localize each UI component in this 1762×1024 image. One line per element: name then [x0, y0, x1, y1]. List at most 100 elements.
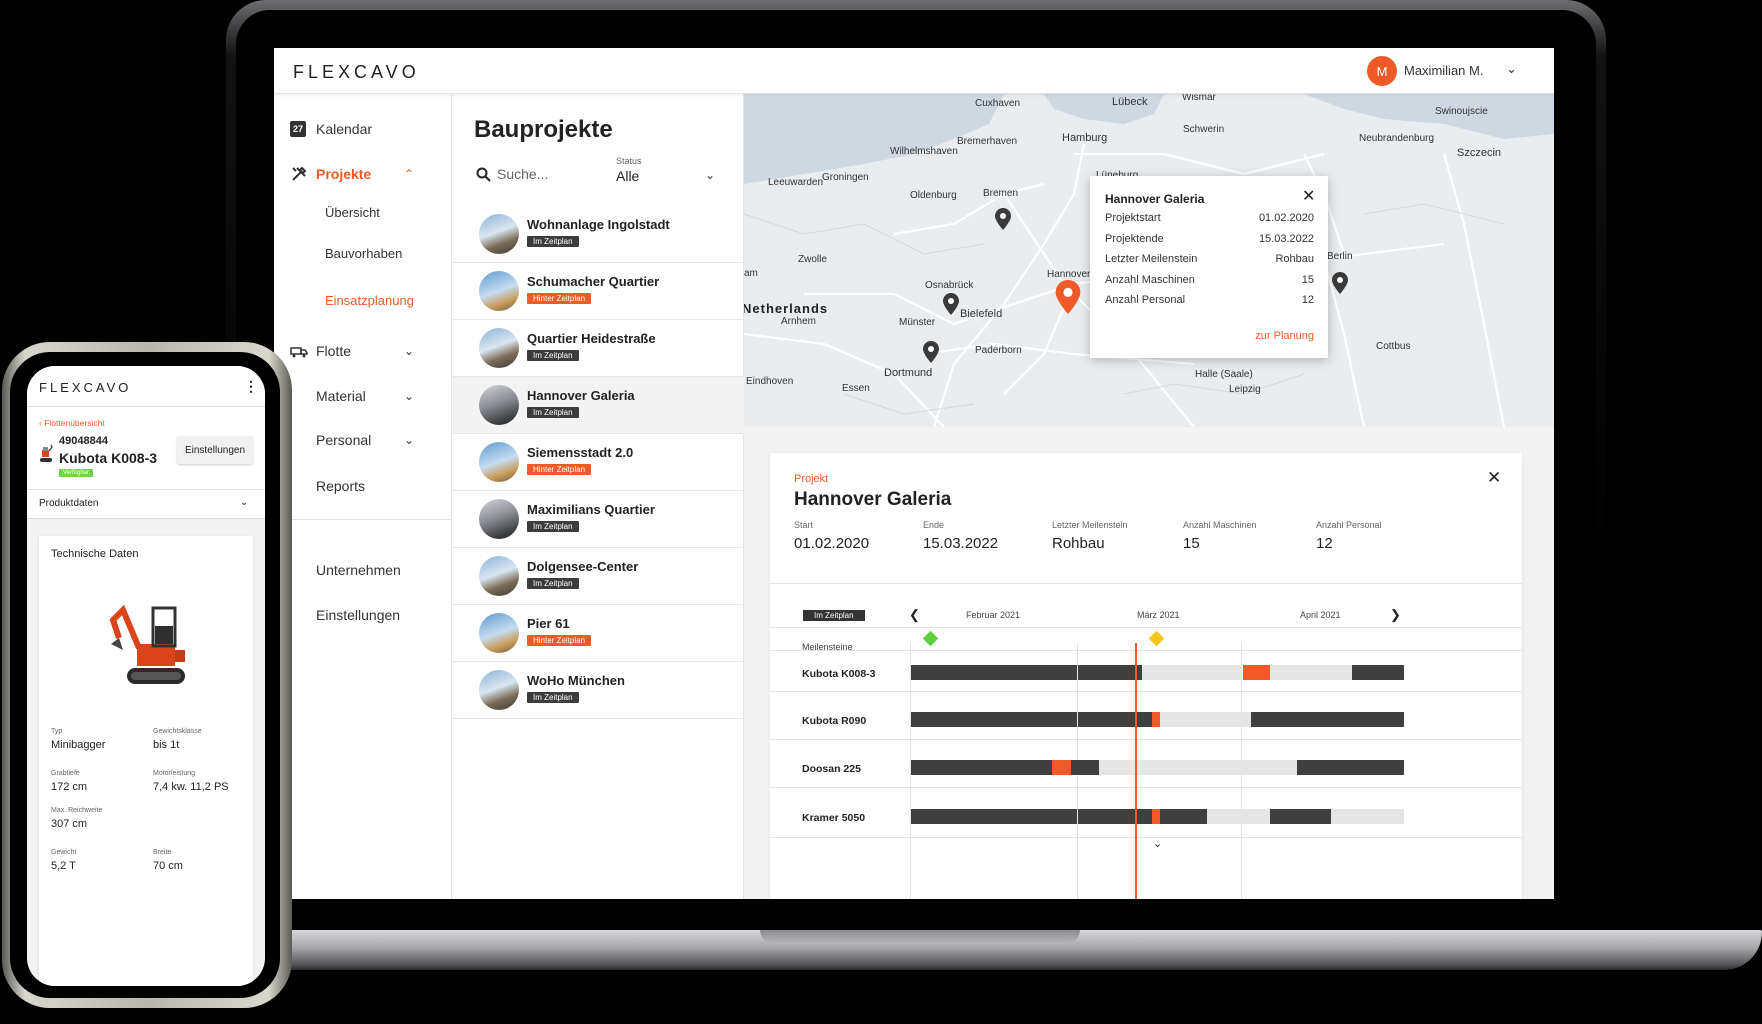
project-row[interactable]: Schumacher Quartier Hinter Zeitplan	[452, 263, 744, 320]
gantt-bar-free[interactable]	[1160, 712, 1251, 727]
gantt-bar-busy[interactable]	[1071, 760, 1099, 775]
gantt-bar-busy[interactable]	[911, 809, 1077, 824]
spec-item: Max. Reichweite 307 cm	[51, 807, 102, 830]
map-pin-icon[interactable]	[943, 293, 959, 315]
project-row[interactable]: Wohnanlage Ingolstadt Im Zeitplan	[452, 206, 744, 263]
gantt-line	[770, 650, 1522, 651]
sidebar-item-kalendar[interactable]: 27 Kalendar	[274, 112, 452, 146]
map-pin-icon[interactable]	[1332, 272, 1348, 294]
more-icon[interactable]: ⋮	[244, 378, 258, 394]
top-bar: FLEXCAVO M Maximilian M. ⌄	[274, 48, 1554, 94]
gantt-bar-busy[interactable]	[911, 712, 1077, 727]
settings-button[interactable]: Einstellungen	[177, 436, 253, 464]
gantt-bar-free[interactable]	[1331, 809, 1404, 824]
close-icon[interactable]: ✕	[1487, 468, 1502, 487]
stat-start: Start 01.02.2020	[794, 520, 869, 552]
search-input[interactable]	[497, 166, 597, 182]
project-row[interactable]: Dolgensee-Center Im Zeitplan	[452, 548, 744, 605]
milestone-marker[interactable]	[922, 630, 939, 647]
popup-value: Rohbau	[1275, 253, 1314, 265]
project-row[interactable]: WoHo München Im Zeitplan	[452, 662, 744, 719]
gantt-bar-busy[interactable]	[1078, 809, 1152, 824]
sidebar-item-projekte[interactable]: Projekte ⌃	[274, 157, 452, 191]
gantt-bar-free[interactable]	[1099, 760, 1297, 775]
machine-id: 49048844	[59, 435, 108, 447]
status-badge: Im Zeitplan	[527, 521, 579, 532]
status-filter-select[interactable]: Alle	[616, 168, 640, 184]
chevron-left-icon[interactable]: ❮	[909, 607, 920, 622]
sidebar-item-flotte[interactable]: Flotte ⌄	[274, 334, 452, 368]
map-label: Wilhelmshaven	[890, 146, 958, 157]
map-pin-icon[interactable]	[923, 341, 939, 363]
phone-screen: FLEXCAVO ⋮ ‹ Flottenübersicht 49048844 K…	[27, 366, 265, 986]
map-label: Münster	[899, 317, 936, 328]
chevron-down-icon[interactable]: ⌄	[1153, 838, 1163, 850]
gantt-bar-busy[interactable]	[1078, 665, 1142, 680]
map-pin-icon[interactable]	[995, 208, 1011, 230]
map-label: Cuxhaven	[975, 98, 1021, 109]
sidebar-item-einstellungen[interactable]: Einstellungen	[274, 598, 452, 632]
stat-label: Anzahl Maschinen	[1183, 520, 1257, 530]
sidebar-item-label: Unternehmen	[316, 562, 401, 578]
product-data-accordion[interactable]: Produktdaten ⌄	[27, 489, 265, 519]
popup-title: Hannover Galeria	[1105, 192, 1205, 206]
truck-icon	[290, 342, 308, 360]
gantt-bar-conflict[interactable]	[1152, 809, 1160, 824]
gantt-bar-busy[interactable]	[1352, 665, 1404, 680]
availability-badge: Verfügbar	[59, 469, 94, 477]
sidebar-item-label: Flotte	[316, 343, 352, 359]
project-row-selected[interactable]: Hannover Galeria Im Zeitplan	[452, 377, 744, 434]
user-name[interactable]: Maximilian M.	[1404, 63, 1484, 78]
close-icon[interactable]: ✕	[1302, 188, 1316, 205]
gantt-bar-busy[interactable]	[911, 760, 1052, 775]
map-label: Wismar	[1182, 94, 1216, 103]
gantt-bar-busy[interactable]	[911, 665, 1077, 680]
milestone-marker[interactable]	[1148, 630, 1165, 647]
map-label: Szczecin	[1457, 147, 1502, 159]
map-label: Bremen	[983, 188, 1019, 199]
chevron-down-icon[interactable]: ⌄	[240, 497, 249, 508]
gantt-bar-busy[interactable]	[1251, 712, 1404, 727]
chevron-down-icon[interactable]: ⌄	[705, 168, 716, 182]
map-label: Bremerhaven	[957, 136, 1018, 147]
gantt-month: April 2021	[1300, 610, 1341, 620]
project-row[interactable]: Pier 61 Hinter Zeitplan	[452, 605, 744, 662]
map-label: Lübeck	[1112, 96, 1148, 108]
sidebar-item-material[interactable]: Material ⌄	[274, 379, 452, 413]
chevron-down-icon: ⌄	[404, 389, 415, 403]
today-marker	[1135, 643, 1137, 899]
gantt-bar-conflict[interactable]	[1052, 760, 1071, 775]
avatar[interactable]: M	[1367, 56, 1397, 86]
app-logo[interactable]: FLEXCAVO	[293, 62, 420, 82]
sidebar-item-einsatzplanung[interactable]: Einsatzplanung	[325, 293, 414, 308]
status-badge: Hinter Zeitplan	[527, 635, 592, 646]
chevron-right-icon[interactable]: ❯	[1390, 607, 1401, 622]
stat-label: Anzahl Personal	[1316, 520, 1382, 530]
sidebar-item-label: Material	[316, 388, 366, 404]
back-link[interactable]: ‹ Flottenübersicht	[39, 418, 105, 428]
app-logo[interactable]: FLEXCAVO	[39, 380, 132, 395]
gantt-bar-free[interactable]	[1270, 665, 1352, 680]
gantt-bar-busy[interactable]	[1160, 809, 1207, 824]
project-row[interactable]: Maximilians Quartier Im Zeitplan	[452, 491, 744, 548]
project-row[interactable]: Quartier Heidestraße Im Zeitplan	[452, 320, 744, 377]
gantt-bar-busy[interactable]	[1078, 712, 1152, 727]
gantt-bar-free[interactable]	[1142, 665, 1242, 680]
chevron-down-icon[interactable]: ⌄	[1506, 61, 1517, 76]
map-pin-selected-icon[interactable]	[1055, 280, 1081, 314]
gantt-bar-busy[interactable]	[1297, 760, 1404, 775]
status-filter-label: Status	[616, 156, 642, 166]
stat-label: Ende	[923, 520, 945, 530]
sidebar-item-bauvorhaben[interactable]: Bauvorhaben	[325, 246, 403, 261]
planning-link[interactable]: zur Planung	[1255, 330, 1314, 342]
gantt-bar-busy[interactable]	[1270, 809, 1331, 824]
project-row[interactable]: Siemensstadt 2.0 Hinter Zeitplan	[452, 434, 744, 491]
sidebar-item-unternehmen[interactable]: Unternehmen	[274, 553, 452, 587]
sidebar-item-uebersicht[interactable]: Übersicht	[325, 205, 380, 220]
gantt-bar-free[interactable]	[1207, 809, 1270, 824]
sidebar-item-personal[interactable]: Personal ⌄	[274, 423, 452, 457]
search-icon[interactable]	[476, 167, 491, 186]
sidebar-item-reports[interactable]: Reports	[274, 469, 452, 503]
gantt-bar-conflict[interactable]	[1243, 665, 1270, 680]
gantt-bar-conflict[interactable]	[1152, 712, 1160, 727]
